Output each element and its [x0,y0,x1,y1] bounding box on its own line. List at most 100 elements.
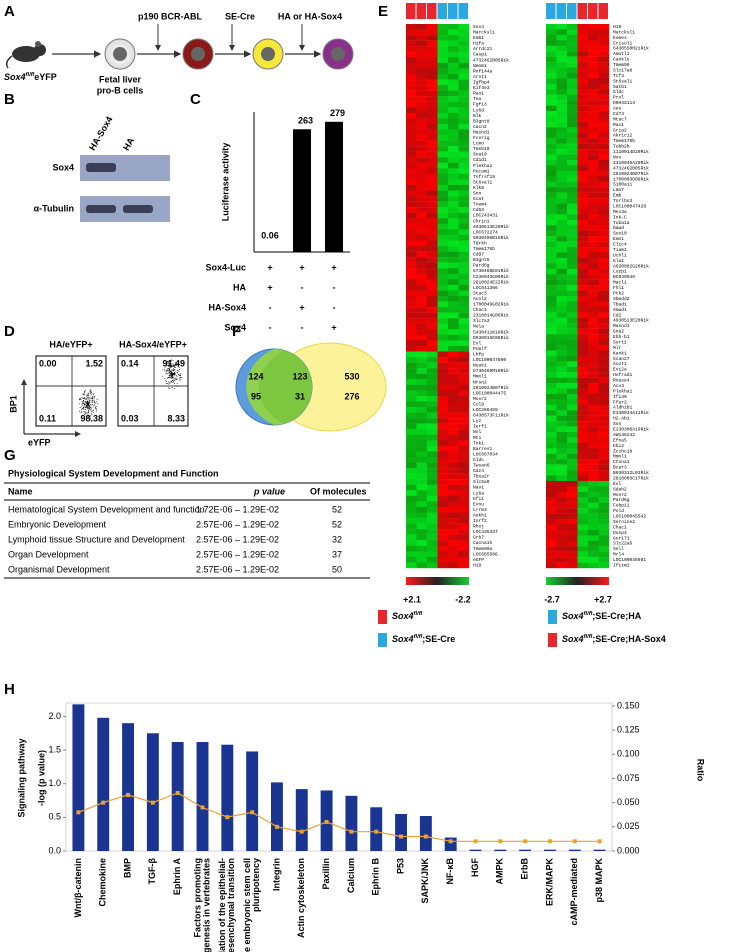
heatmap-cell [546,132,557,139]
heatmap-cell [598,486,610,493]
heatmap-cell [406,479,417,485]
gene-label: LOC243431 [473,213,498,219]
event-dot [84,405,86,407]
heatmap-cell [416,379,428,386]
gene-name: Sox4 [4,72,26,82]
gene-label: Mosr2 [613,492,627,498]
y2-tick-label: 0.100 [617,749,640,759]
heatmap-cell [427,401,438,408]
table-cell: Organismal Development [8,564,110,574]
heatmap-cell [416,229,428,236]
heatmap-cell [567,121,578,128]
event-dot [86,398,88,400]
event-dot [172,360,174,362]
event-dot [174,385,176,387]
event-dot [171,386,173,388]
heatmap-cell [437,251,449,258]
heatmap-cell [556,40,568,46]
heatmap-cell [448,407,459,413]
heatmap-cell [588,89,599,95]
heatmap-cell [427,284,438,291]
heatmap-cell [588,100,599,106]
bar [293,129,311,252]
heatmap-cell [546,236,557,242]
heatmap-cell [406,68,417,75]
heatmap-cell [458,529,470,535]
heatmap-cell [458,257,470,263]
event-dot [164,368,166,370]
heatmap-cell [427,207,438,213]
heatmap-cell [458,479,470,485]
heatmap-cell [427,234,438,241]
heatmap-cell [567,562,578,569]
heatmap-cell [458,345,470,352]
event-dot [89,399,91,401]
heatmap-cell [598,214,610,221]
heatmap-cell [546,339,557,346]
heatmap-cell [598,432,610,438]
gene-label: Marcksl1 [613,29,635,35]
heatmap-cell [546,192,557,199]
heatmap-cell [437,362,449,369]
heatmap-cell [598,192,610,199]
heatmap-cell [406,112,417,119]
y-tick-label: 0.0 [48,845,61,855]
event-dot [85,401,87,402]
heatmap-cell [546,67,557,74]
heatmap-cell [437,429,449,435]
heatmap-cell [577,350,589,357]
heatmap-cell [406,445,417,452]
heatmap-cell [458,456,470,463]
heatmap-cell [588,524,599,531]
heatmap-cell [406,190,417,197]
gene-label: 2610024B07Rik [613,171,649,177]
heatmap-cell [406,473,417,480]
heatmap-cell [406,334,417,341]
heatmap-cell [577,361,589,367]
heatmap-cell [458,229,470,236]
heatmap-cell [546,421,557,427]
heatmap-cell [546,225,557,231]
heatmap-cell [577,355,589,362]
event-dot [90,414,92,416]
event-dot [90,393,92,394]
genotype-rest: ;SE-Cre [422,634,455,644]
heatmap-cell [416,551,428,558]
event-dot [87,393,89,395]
gene-label: Amotl1 [613,51,630,57]
heatmap-cell [437,334,449,341]
event-dot [82,402,84,404]
heatmap-cell [598,29,610,36]
gene-label: Crisol1 [613,40,633,46]
heatmap-cell [577,29,589,36]
heatmap-cell [588,203,599,210]
gene-label: Ffar2 [613,399,627,405]
panel-letter: A [4,3,15,20]
event-dot [165,369,167,371]
y2-tick-label: 0.125 [617,724,640,734]
heatmap-cell [458,373,470,380]
heatmap-cell [458,101,470,108]
step-label: HA or HA-Sox4 [278,11,342,21]
heatmap-cell [458,407,470,413]
heatmap-cell [567,535,578,541]
condition-label: Sox4-Luc [205,262,246,272]
heatmap-cell [556,464,568,471]
heatmap-cell [406,24,417,30]
heatmap-cell [448,312,459,319]
heatmap-cell [448,518,459,524]
heatmap-cell [406,151,417,158]
heatmap-cell [556,535,568,541]
heatmap-cell [448,456,459,463]
heatmap-cell [448,351,459,358]
heatmap-cell [427,146,438,152]
heatmap-cell [427,490,438,497]
bar [469,849,482,851]
heatmap-cell [588,154,599,161]
heatmap-cell [416,190,428,197]
heatmap-cell [567,421,578,427]
heatmap-cell [556,181,568,188]
gene-label: Mrl4 [613,552,624,558]
event-dot [169,375,171,377]
heatmap-cell [458,484,470,491]
